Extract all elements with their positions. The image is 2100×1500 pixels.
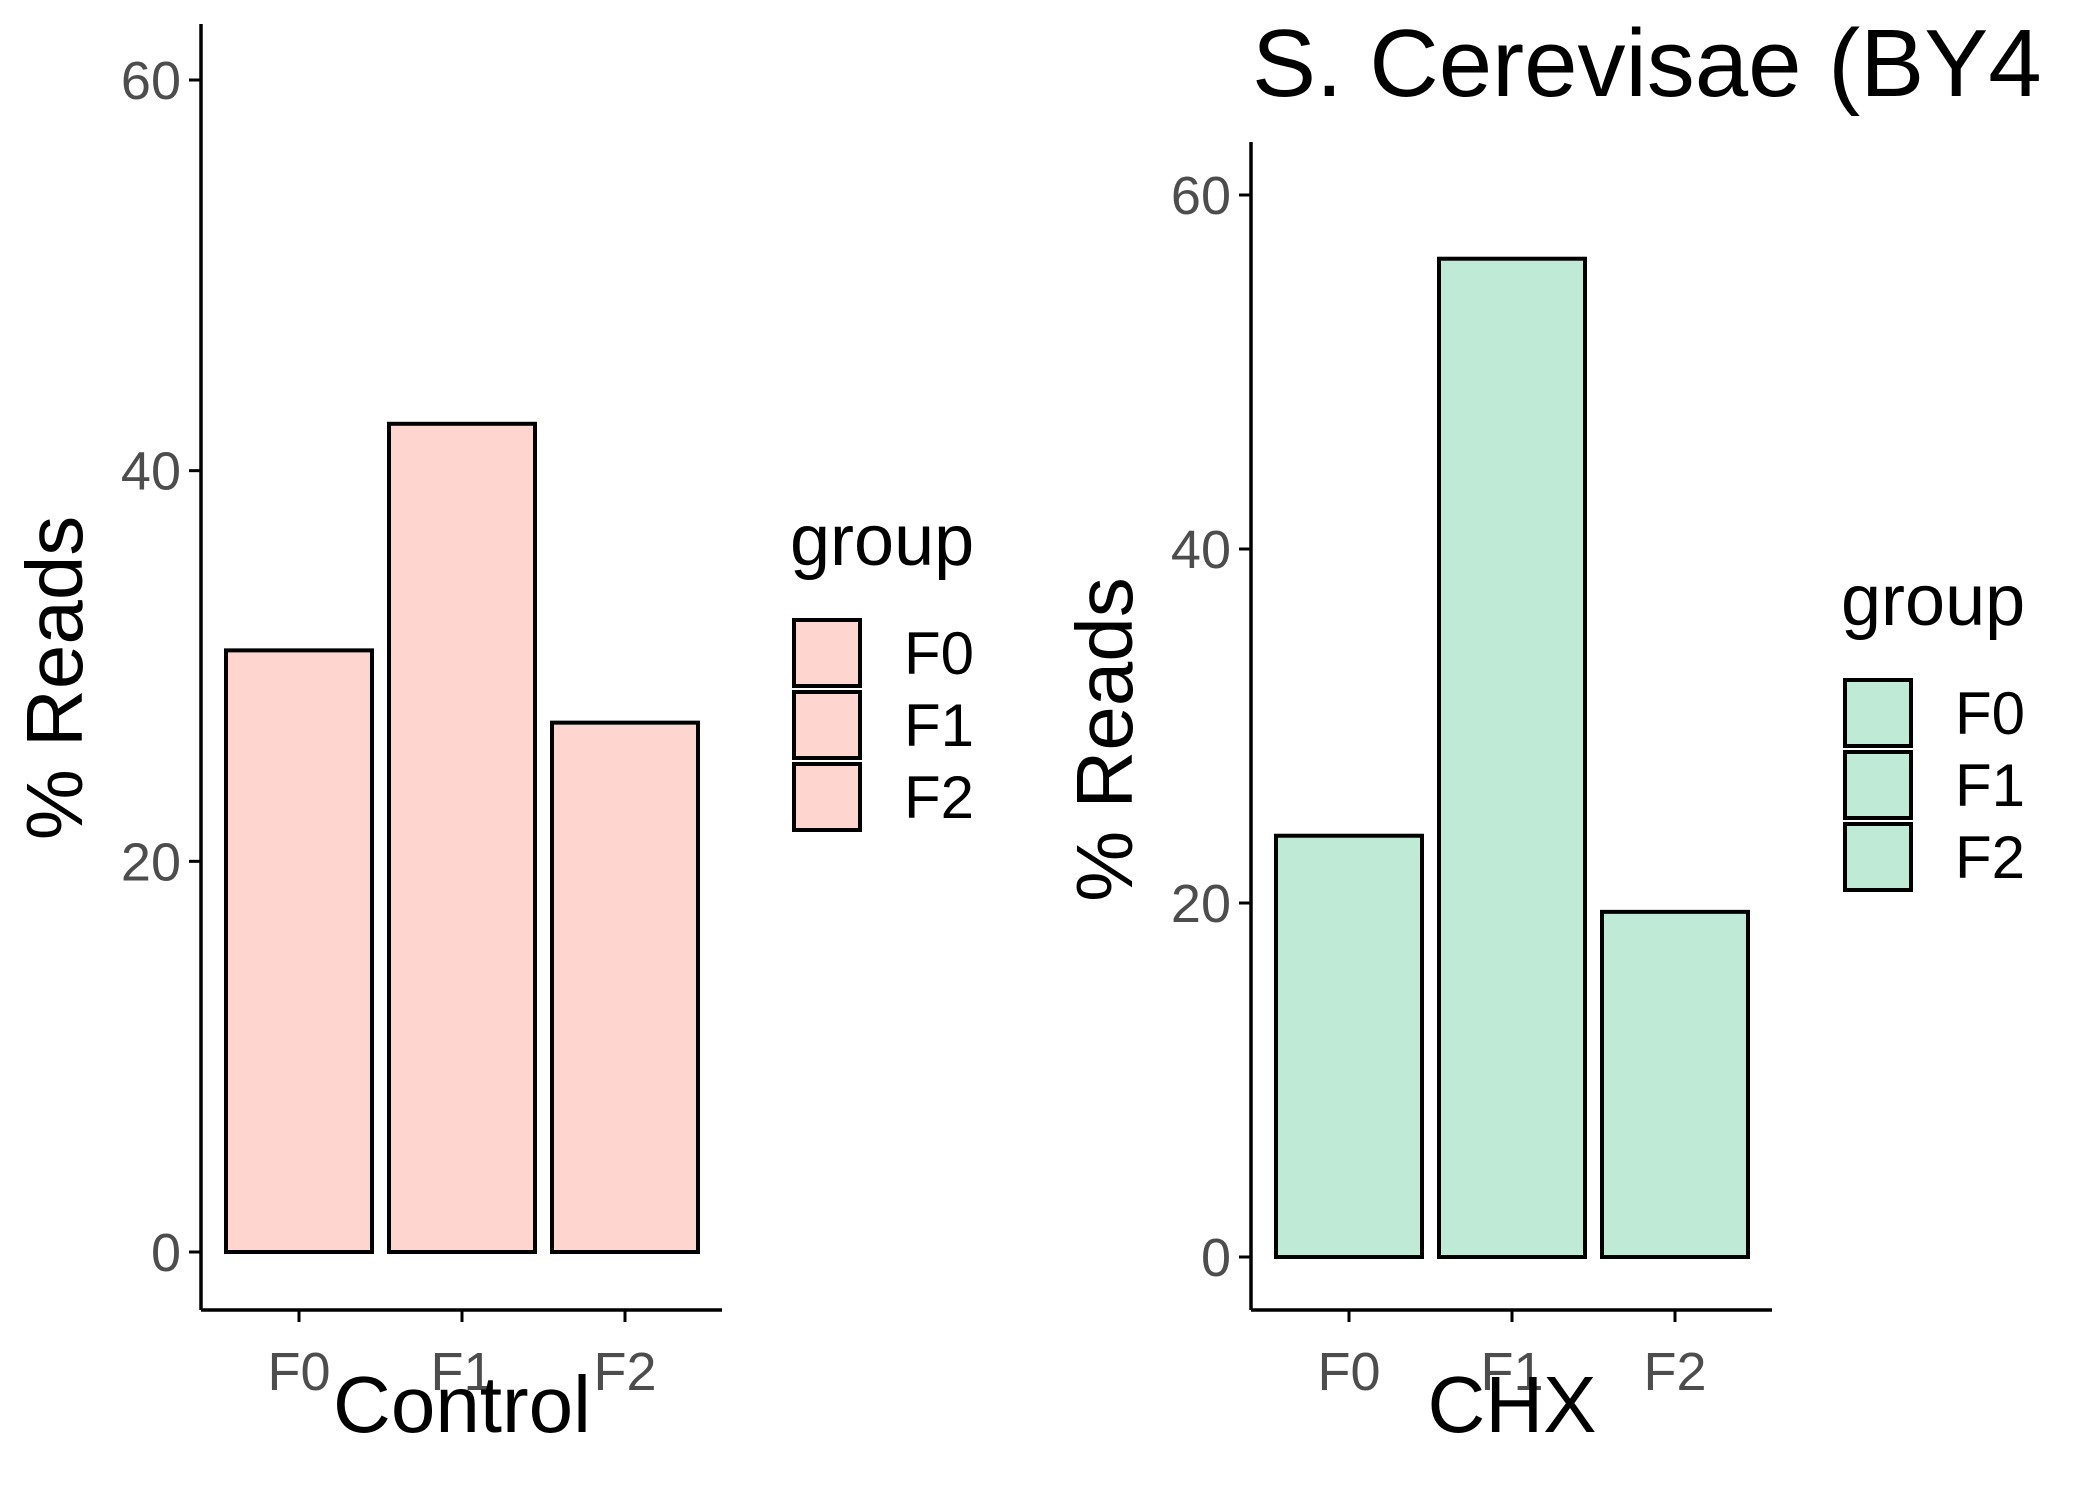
x-tick-label: F2 [593,1342,656,1402]
legend-title: group [790,501,974,581]
bar-f0 [224,648,374,1254]
legend-key-f1 [1843,750,1913,820]
figure-title: S. Cerevisae (BY4 [1252,10,2042,117]
x-tick-label: F0 [267,1342,330,1402]
y-tick-label: 40 [1171,520,1231,580]
legend-key-f2 [792,762,862,832]
bar-f1 [387,421,537,1254]
legend-key-f0 [792,618,862,688]
x-tick-label: F1 [430,1342,493,1402]
legend-label-f0: F0 [1955,680,2025,747]
y-tick-label: 20 [1171,874,1231,934]
legend-label-f2: F2 [904,764,974,831]
y-tick-label: 40 [121,442,181,502]
y-tick-label: 0 [1201,1228,1231,1288]
y-tick-label: 60 [121,51,181,111]
legend-key-f1 [792,690,862,760]
legend-label-f1: F1 [904,692,974,759]
y-tick-label: 0 [151,1223,181,1283]
bar-f0 [1274,833,1424,1259]
legend-key-f2 [1843,822,1913,892]
y-axis-title: % Reads [1060,577,1149,902]
y-axis-title: % Reads [10,516,99,841]
x-tick-label: F0 [1317,1342,1380,1402]
legend-label-f2: F2 [1955,824,2025,891]
bar-f2 [1600,909,1750,1259]
legend-title: group [1841,561,2025,641]
legend-label-f0: F0 [904,620,974,687]
y-tick-label: 20 [121,832,181,892]
legend-key-f0 [1843,678,1913,748]
bar-f2 [550,720,700,1254]
legend-label-f1: F1 [1955,752,2025,819]
x-tick-label: F1 [1480,1342,1543,1402]
bar-f1 [1437,256,1587,1260]
x-axis-title: CHX [1428,1360,1597,1449]
x-tick-label: F2 [1643,1342,1706,1402]
x-axis-title: Control [333,1360,591,1449]
y-tick-label: 60 [1171,166,1231,226]
